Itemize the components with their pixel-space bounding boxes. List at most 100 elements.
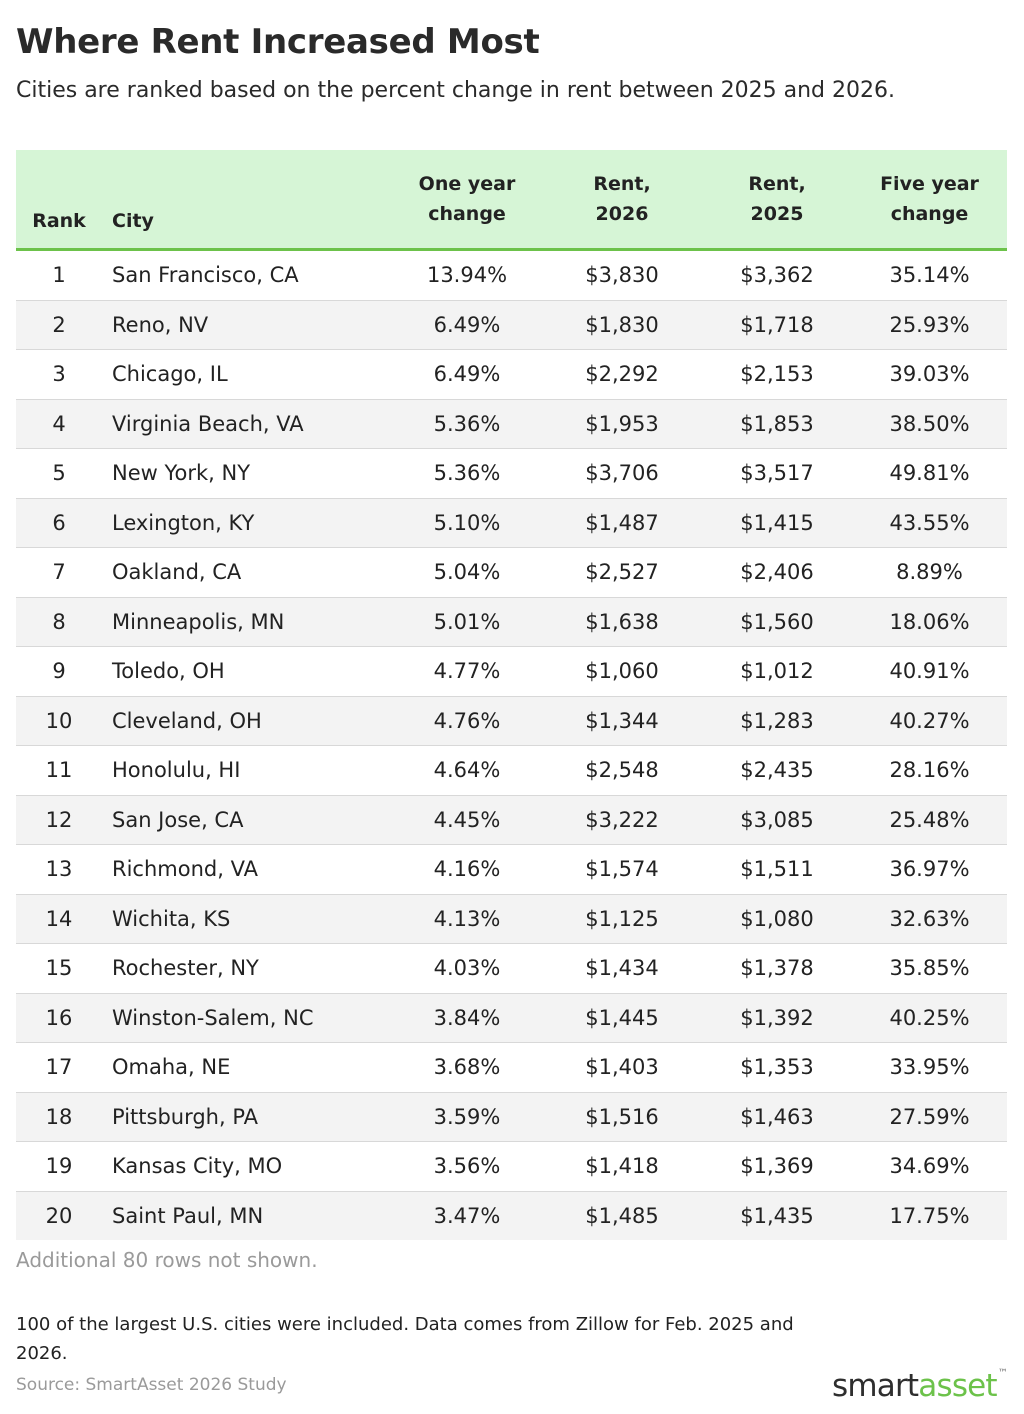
cell-rent-2026: $3,830 [542,249,702,301]
column-header-city: City [102,150,392,251]
column-header-five-year: Five year change [852,150,1007,251]
cell-rent-2026: $1,125 [542,894,702,944]
cell-five-year: 25.48% [852,795,1007,845]
cell-five-year: 40.27% [852,696,1007,746]
table-row: 1 San Francisco, CA 13.94% $3,830 $3,362 35.1… [16,249,1007,301]
cell-city: New York, NY [102,448,392,499]
cell-rent-2026: $1,418 [542,1141,702,1192]
cell-rank: 2 [16,300,102,350]
cell-five-year: 36.97% [852,844,1007,895]
column-header-rent-2026: Rent, 2026 [542,150,702,251]
cell-one-year: 4.45% [392,795,542,845]
cell-one-year: 4.64% [392,745,542,796]
cell-rent-2025: $1,392 [702,993,852,1043]
cell-rent-2026: $3,706 [542,448,702,499]
cell-rank: 9 [16,646,102,697]
cell-rank: 4 [16,399,102,449]
cell-five-year: 43.55% [852,498,1007,548]
chart-subtitle: Cities are ranked based on the percent c… [16,78,895,103]
cell-five-year: 39.03% [852,349,1007,400]
cell-five-year: 17.75% [852,1191,1007,1240]
cell-city: Omaha, NE [102,1042,392,1093]
cell-city: Reno, NV [102,300,392,350]
table-row: 17 Omaha, NE 3.68% $1,403 $1,353 33.95% [16,1042,1007,1093]
cell-rank: 10 [16,696,102,746]
cell-city: Kansas City, MO [102,1141,392,1192]
cell-rank: 11 [16,745,102,796]
cell-rent-2026: $2,527 [542,547,702,598]
column-header-one-year: One year change [392,150,542,251]
source-line: Source: SmartAsset 2026 Study [16,1375,287,1395]
table-row: 10 Cleveland, OH 4.76% $1,344 $1,283 40.27% [16,696,1007,746]
cell-rent-2025: $3,517 [702,448,852,499]
cell-rent-2026: $1,403 [542,1042,702,1093]
cell-five-year: 40.91% [852,646,1007,697]
cell-five-year: 8.89% [852,547,1007,598]
cell-five-year: 35.14% [852,249,1007,301]
table-row: 11 Honolulu, HI 4.64% $2,548 $2,435 28.16% [16,745,1007,796]
cell-rent-2025: $1,718 [702,300,852,350]
cell-rent-2025: $1,435 [702,1191,852,1240]
cell-rent-2026: $1,060 [542,646,702,697]
cell-five-year: 18.06% [852,597,1007,647]
cell-rent-2025: $2,406 [702,547,852,598]
cell-rank: 20 [16,1191,102,1240]
cell-one-year: 4.13% [392,894,542,944]
cell-one-year: 4.77% [392,646,542,697]
cell-five-year: 28.16% [852,745,1007,796]
table-row: 6 Lexington, KY 5.10% $1,487 $1,415 43.55% [16,498,1007,548]
cell-rank: 19 [16,1141,102,1192]
cell-rank: 18 [16,1092,102,1142]
cell-five-year: 27.59% [852,1092,1007,1142]
cell-rank: 16 [16,993,102,1043]
cell-rank: 8 [16,597,102,647]
cell-rent-2025: $2,435 [702,745,852,796]
cell-one-year: 13.94% [392,249,542,301]
table-body: 1 San Francisco, CA 13.94% $3,830 $3,362 35.1… [16,249,1007,1240]
cell-one-year: 6.49% [392,349,542,400]
cell-rent-2026: $1,434 [542,943,702,994]
cell-one-year: 6.49% [392,300,542,350]
cell-rank: 15 [16,943,102,994]
cell-rank: 6 [16,498,102,548]
header-row: Rank City One year change Rent, 2026 Rent, 2025… [16,150,1007,251]
cell-one-year: 5.01% [392,597,542,647]
cell-rent-2026: $1,574 [542,844,702,895]
cell-rent-2025: $3,362 [702,249,852,301]
table-row: 3 Chicago, IL 6.49% $2,292 $2,153 39.03% [16,349,1007,400]
cell-rent-2025: $1,353 [702,1042,852,1093]
column-header-rent-2025: Rent, 2025 [702,150,852,251]
table-row: 18 Pittsburgh, PA 3.59% $1,516 $1,463 27.59% [16,1092,1007,1142]
cell-rent-2025: $1,560 [702,597,852,647]
cell-city: Cleveland, OH [102,696,392,746]
cell-rank: 14 [16,894,102,944]
cell-rent-2026: $1,487 [542,498,702,548]
table-header: Rank City One year change Rent, 2026 Rent, 2025… [16,150,1007,251]
cell-rank: 7 [16,547,102,598]
cell-five-year: 33.95% [852,1042,1007,1093]
logo-part-asset: asset [918,1368,997,1404]
cell-city: Honolulu, HI [102,745,392,796]
cell-rent-2026: $2,292 [542,349,702,400]
footnote: 100 of the largest U.S. cities were incl… [16,1314,794,1364]
cell-one-year: 4.76% [392,696,542,746]
cell-rank: 12 [16,795,102,845]
cell-five-year: 38.50% [852,399,1007,449]
cell-five-year: 25.93% [852,300,1007,350]
cell-rent-2025: $1,283 [702,696,852,746]
cell-city: Saint Paul, MN [102,1191,392,1240]
cell-city: Oakland, CA [102,547,392,598]
logo-part-smart: smart [832,1368,919,1404]
logo-trademark: ™ [997,1368,1008,1379]
table-row: 12 San Jose, CA 4.45% $3,222 $3,085 25.48% [16,795,1007,845]
table-row: 2 Reno, NV 6.49% $1,830 $1,718 25.93% [16,300,1007,350]
cell-rent-2025: $2,153 [702,349,852,400]
cell-rent-2026: $1,445 [542,993,702,1043]
cell-city: San Jose, CA [102,795,392,845]
table-row: 8 Minneapolis, MN 5.01% $1,638 $1,560 18.06% [16,597,1007,647]
cell-five-year: 32.63% [852,894,1007,944]
table-row: 5 New York, NY 5.36% $3,706 $3,517 49.81% [16,448,1007,499]
cell-rent-2026: $1,485 [542,1191,702,1240]
table-row: 19 Kansas City, MO 3.56% $1,418 $1,369 34.69% [16,1141,1007,1192]
cell-five-year: 35.85% [852,943,1007,994]
